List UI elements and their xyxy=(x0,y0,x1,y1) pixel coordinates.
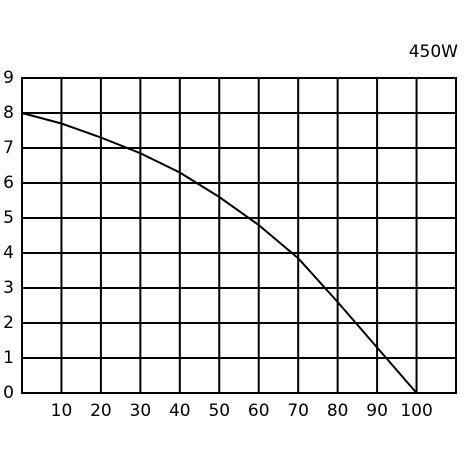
x-tick-label: 30 xyxy=(130,401,152,421)
x-tick-label: 10 xyxy=(51,401,73,421)
plot-frame xyxy=(21,77,457,394)
y-tick-label: 8 xyxy=(3,103,14,123)
y-tick-label: 7 xyxy=(3,138,14,158)
y-tick-label: 0 xyxy=(3,383,14,403)
chart-title: 450W xyxy=(409,42,458,62)
x-tick-label: 90 xyxy=(366,401,388,421)
y-tick-label: 5 xyxy=(3,208,14,228)
y-tick-label: 1 xyxy=(3,348,14,368)
x-tick-label: 40 xyxy=(169,401,191,421)
x-tick-label: 60 xyxy=(248,401,270,421)
series-line xyxy=(21,112,418,394)
x-tick-label: 80 xyxy=(327,401,349,421)
y-tick-label: 4 xyxy=(3,243,14,263)
y-tick-label: 2 xyxy=(3,313,14,333)
x-tick-label: 70 xyxy=(287,401,309,421)
x-tick-label: 50 xyxy=(208,401,230,421)
y-tick-label: 3 xyxy=(3,278,14,298)
x-tick-label: 20 xyxy=(90,401,112,421)
y-tick-label: 9 xyxy=(3,68,14,88)
x-tick-label: 100 xyxy=(400,401,432,421)
y-tick-label: 6 xyxy=(3,173,14,193)
